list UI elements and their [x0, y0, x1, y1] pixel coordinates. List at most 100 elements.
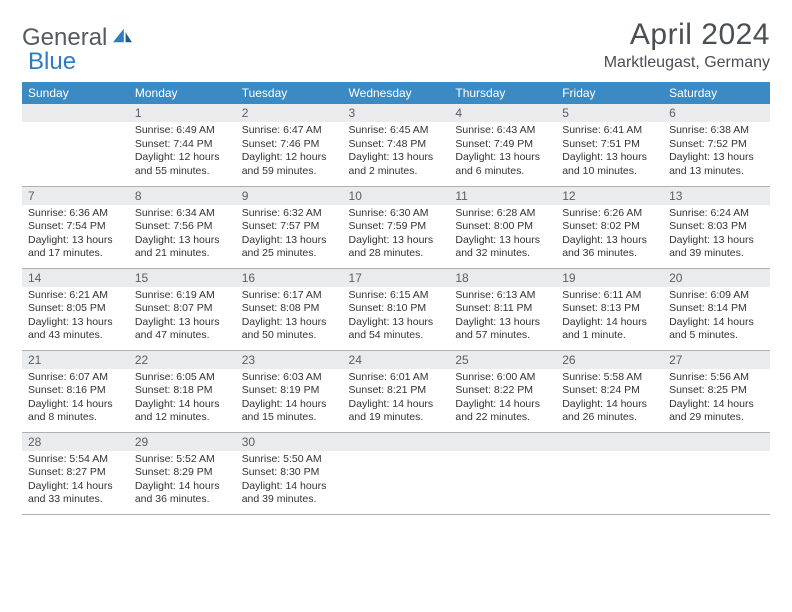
day-details: Sunrise: 6:00 AMSunset: 8:22 PMDaylight:…	[449, 369, 556, 430]
day-number: 12	[556, 187, 663, 205]
calendar-row: 28Sunrise: 5:54 AMSunset: 8:27 PMDayligh…	[22, 432, 770, 514]
sunset-line: Sunset: 7:54 PM	[28, 220, 123, 234]
day-number: 14	[22, 269, 129, 287]
day-details: Sunrise: 6:07 AMSunset: 8:16 PMDaylight:…	[22, 369, 129, 430]
day-details: Sunrise: 6:41 AMSunset: 7:51 PMDaylight:…	[556, 122, 663, 183]
day-details: Sunrise: 6:17 AMSunset: 8:08 PMDaylight:…	[236, 287, 343, 348]
calendar-cell: 4Sunrise: 6:43 AMSunset: 7:49 PMDaylight…	[449, 104, 556, 186]
daylight-line: Daylight: 13 hours and 54 minutes.	[349, 316, 444, 343]
day-details: Sunrise: 5:58 AMSunset: 8:24 PMDaylight:…	[556, 369, 663, 430]
sunset-line: Sunset: 8:22 PM	[455, 384, 550, 398]
day-details: Sunrise: 6:34 AMSunset: 7:56 PMDaylight:…	[129, 205, 236, 266]
sunrise-line: Sunrise: 6:28 AM	[455, 207, 550, 221]
daylight-line: Daylight: 13 hours and 39 minutes.	[669, 234, 764, 261]
sunset-line: Sunset: 7:59 PM	[349, 220, 444, 234]
calendar-cell	[449, 432, 556, 514]
daylight-line: Daylight: 14 hours and 26 minutes.	[562, 398, 657, 425]
day-number: 19	[556, 269, 663, 287]
weekday-header: Friday	[556, 82, 663, 104]
sunset-line: Sunset: 8:27 PM	[28, 466, 123, 480]
day-details: Sunrise: 5:52 AMSunset: 8:29 PMDaylight:…	[129, 451, 236, 512]
daylight-line: Daylight: 13 hours and 13 minutes.	[669, 151, 764, 178]
daylight-line: Daylight: 13 hours and 57 minutes.	[455, 316, 550, 343]
sunset-line: Sunset: 8:00 PM	[455, 220, 550, 234]
calendar-cell: 24Sunrise: 6:01 AMSunset: 8:21 PMDayligh…	[343, 350, 450, 432]
sunrise-line: Sunrise: 5:52 AM	[135, 453, 230, 467]
calendar-cell: 30Sunrise: 5:50 AMSunset: 8:30 PMDayligh…	[236, 432, 343, 514]
calendar-row: 21Sunrise: 6:07 AMSunset: 8:16 PMDayligh…	[22, 350, 770, 432]
day-number: 23	[236, 351, 343, 369]
day-number: 28	[22, 433, 129, 451]
calendar-cell: 19Sunrise: 6:11 AMSunset: 8:13 PMDayligh…	[556, 268, 663, 350]
calendar-row: 7Sunrise: 6:36 AMSunset: 7:54 PMDaylight…	[22, 186, 770, 268]
day-details: Sunrise: 6:32 AMSunset: 7:57 PMDaylight:…	[236, 205, 343, 266]
weekday-header: Wednesday	[343, 82, 450, 104]
sunrise-line: Sunrise: 6:00 AM	[455, 371, 550, 385]
day-number: 1	[129, 104, 236, 122]
day-details: Sunrise: 6:45 AMSunset: 7:48 PMDaylight:…	[343, 122, 450, 183]
day-details: Sunrise: 6:47 AMSunset: 7:46 PMDaylight:…	[236, 122, 343, 183]
day-number: 10	[343, 187, 450, 205]
calendar-cell: 18Sunrise: 6:13 AMSunset: 8:11 PMDayligh…	[449, 268, 556, 350]
daylight-line: Daylight: 14 hours and 29 minutes.	[669, 398, 764, 425]
sunset-line: Sunset: 8:05 PM	[28, 302, 123, 316]
sunrise-line: Sunrise: 6:36 AM	[28, 207, 123, 221]
day-number: 4	[449, 104, 556, 122]
calendar-cell: 5Sunrise: 6:41 AMSunset: 7:51 PMDaylight…	[556, 104, 663, 186]
calendar-cell: 26Sunrise: 5:58 AMSunset: 8:24 PMDayligh…	[556, 350, 663, 432]
calendar-cell	[556, 432, 663, 514]
sunset-line: Sunset: 8:16 PM	[28, 384, 123, 398]
day-number: 17	[343, 269, 450, 287]
daylight-line: Daylight: 13 hours and 6 minutes.	[455, 151, 550, 178]
day-number: 8	[129, 187, 236, 205]
day-details: Sunrise: 6:03 AMSunset: 8:19 PMDaylight:…	[236, 369, 343, 430]
day-details: Sunrise: 6:09 AMSunset: 8:14 PMDaylight:…	[663, 287, 770, 348]
sunset-line: Sunset: 8:30 PM	[242, 466, 337, 480]
daylight-line: Daylight: 13 hours and 25 minutes.	[242, 234, 337, 261]
daylight-line: Daylight: 14 hours and 22 minutes.	[455, 398, 550, 425]
calendar-cell	[22, 104, 129, 186]
sunset-line: Sunset: 8:19 PM	[242, 384, 337, 398]
day-number	[22, 104, 129, 122]
daylight-line: Daylight: 13 hours and 21 minutes.	[135, 234, 230, 261]
daylight-line: Daylight: 13 hours and 10 minutes.	[562, 151, 657, 178]
sunrise-line: Sunrise: 5:56 AM	[669, 371, 764, 385]
daylight-line: Daylight: 13 hours and 36 minutes.	[562, 234, 657, 261]
day-details: Sunrise: 6:43 AMSunset: 7:49 PMDaylight:…	[449, 122, 556, 183]
sunset-line: Sunset: 8:03 PM	[669, 220, 764, 234]
sunset-line: Sunset: 8:21 PM	[349, 384, 444, 398]
logo-text-blue-wrap: Blue	[28, 48, 76, 76]
day-details: Sunrise: 6:19 AMSunset: 8:07 PMDaylight:…	[129, 287, 236, 348]
day-number: 27	[663, 351, 770, 369]
day-details: Sunrise: 6:05 AMSunset: 8:18 PMDaylight:…	[129, 369, 236, 430]
sunrise-line: Sunrise: 6:09 AM	[669, 289, 764, 303]
day-number: 30	[236, 433, 343, 451]
daylight-line: Daylight: 14 hours and 36 minutes.	[135, 480, 230, 507]
day-details: Sunrise: 6:38 AMSunset: 7:52 PMDaylight:…	[663, 122, 770, 183]
day-details: Sunrise: 6:01 AMSunset: 8:21 PMDaylight:…	[343, 369, 450, 430]
sunrise-line: Sunrise: 5:50 AM	[242, 453, 337, 467]
sunrise-line: Sunrise: 6:41 AM	[562, 124, 657, 138]
calendar-cell: 12Sunrise: 6:26 AMSunset: 8:02 PMDayligh…	[556, 186, 663, 268]
day-details: Sunrise: 6:30 AMSunset: 7:59 PMDaylight:…	[343, 205, 450, 266]
calendar-cell: 29Sunrise: 5:52 AMSunset: 8:29 PMDayligh…	[129, 432, 236, 514]
sunset-line: Sunset: 7:56 PM	[135, 220, 230, 234]
calendar-cell: 13Sunrise: 6:24 AMSunset: 8:03 PMDayligh…	[663, 186, 770, 268]
day-number: 25	[449, 351, 556, 369]
weekday-header: Saturday	[663, 82, 770, 104]
sunrise-line: Sunrise: 6:47 AM	[242, 124, 337, 138]
calendar-cell: 28Sunrise: 5:54 AMSunset: 8:27 PMDayligh…	[22, 432, 129, 514]
sunset-line: Sunset: 7:52 PM	[669, 138, 764, 152]
sunset-line: Sunset: 8:24 PM	[562, 384, 657, 398]
day-number: 16	[236, 269, 343, 287]
day-details: Sunrise: 6:28 AMSunset: 8:00 PMDaylight:…	[449, 205, 556, 266]
daylight-line: Daylight: 13 hours and 32 minutes.	[455, 234, 550, 261]
sunset-line: Sunset: 7:49 PM	[455, 138, 550, 152]
day-details: Sunrise: 6:21 AMSunset: 8:05 PMDaylight:…	[22, 287, 129, 348]
month-title: April 2024	[604, 18, 770, 52]
sunrise-line: Sunrise: 6:11 AM	[562, 289, 657, 303]
calendar-cell: 7Sunrise: 6:36 AMSunset: 7:54 PMDaylight…	[22, 186, 129, 268]
day-details: Sunrise: 5:54 AMSunset: 8:27 PMDaylight:…	[22, 451, 129, 512]
sunset-line: Sunset: 7:57 PM	[242, 220, 337, 234]
day-number: 11	[449, 187, 556, 205]
